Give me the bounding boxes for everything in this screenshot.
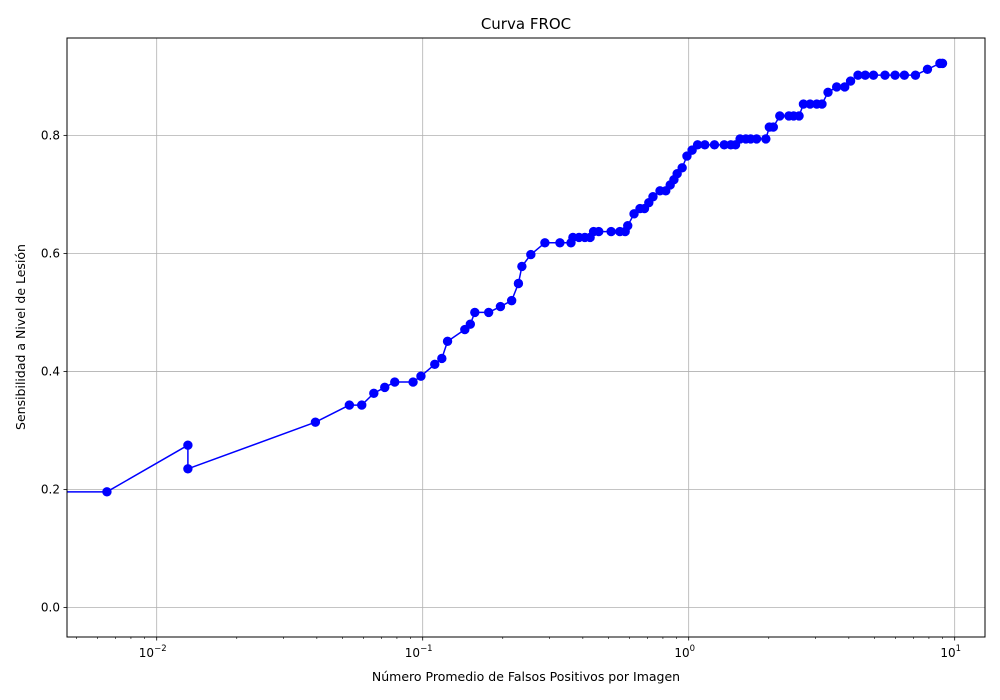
- froc-point: [845, 76, 856, 86]
- froc-point: [344, 400, 355, 410]
- froc-point: [629, 209, 639, 219]
- froc-point: [442, 336, 453, 347]
- froc-point: [183, 464, 193, 474]
- froc-point: [102, 487, 112, 497]
- froc-point: [775, 111, 785, 121]
- y-tick-label: 0.6: [41, 246, 60, 260]
- froc-point: [831, 82, 842, 92]
- froc-point: [677, 163, 687, 173]
- series-layer: [67, 58, 948, 497]
- froc-point: [310, 417, 321, 427]
- froc-point: [761, 134, 771, 144]
- froc-point: [357, 400, 367, 410]
- y-tick-label: 0.8: [41, 128, 60, 142]
- froc-point: [416, 371, 426, 381]
- froc-point: [369, 388, 379, 398]
- x-tick-label: 10−2: [139, 644, 167, 660]
- froc-point: [183, 440, 193, 450]
- froc-point: [768, 122, 778, 132]
- froc-point: [937, 58, 948, 69]
- froc-point: [408, 377, 418, 387]
- axis-layer: 10−2 10−1 100 101 0.0 0.2 0.4 0.6 0.8: [41, 128, 961, 660]
- froc-point: [860, 70, 870, 80]
- froc-point: [880, 70, 890, 80]
- froc-point: [517, 261, 527, 272]
- plot-frame: [66, 37, 986, 638]
- froc-point: [709, 140, 720, 150]
- froc-point: [606, 226, 616, 237]
- froc-point: [672, 169, 682, 179]
- froc-point: [506, 295, 517, 306]
- froc-point: [840, 82, 850, 92]
- x-axis-title: Número Promedio de Falsos Positivos por …: [372, 669, 680, 684]
- froc-point: [922, 64, 933, 74]
- froc-point: [437, 353, 447, 364]
- froc-point: [555, 238, 565, 248]
- y-tick-label: 0.0: [41, 600, 60, 614]
- froc-point: [823, 87, 833, 97]
- y-axis-title: Sensibilidad a Nivel de Lesión: [13, 244, 28, 430]
- froc-point: [794, 111, 804, 121]
- froc-point: [540, 238, 550, 248]
- froc-point: [390, 377, 400, 387]
- froc-point: [594, 226, 604, 237]
- froc-point: [430, 359, 440, 370]
- froc-point: [700, 140, 710, 150]
- y-tick-label: 0.2: [41, 482, 60, 496]
- y-tick-label: 0.4: [41, 364, 60, 378]
- froc-point: [470, 307, 480, 318]
- froc-point: [495, 301, 506, 312]
- froc-point: [526, 249, 536, 260]
- froc-point: [483, 307, 494, 318]
- froc-point: [623, 220, 633, 231]
- froc-point: [899, 70, 910, 80]
- x-tick-label: 100: [674, 644, 695, 660]
- x-tick-label: 10−1: [405, 644, 433, 660]
- froc-point: [817, 99, 827, 109]
- froc-point: [910, 70, 921, 80]
- froc-point: [513, 278, 524, 289]
- froc-point: [751, 134, 762, 144]
- chart-title: Curva FROC: [481, 15, 571, 33]
- x-tick-label: 101: [940, 644, 961, 660]
- grid-lines: [67, 38, 985, 637]
- froc-point: [682, 151, 692, 161]
- froc-point: [465, 319, 476, 329]
- froc-point: [648, 192, 658, 202]
- froc-point: [890, 70, 900, 80]
- froc-point: [380, 382, 390, 393]
- froc-point: [868, 70, 879, 80]
